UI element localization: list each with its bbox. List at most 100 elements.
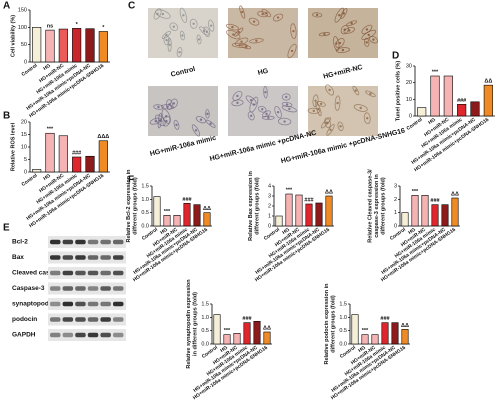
blot-band bbox=[113, 332, 124, 338]
bar bbox=[411, 195, 419, 227]
cell-shape bbox=[290, 23, 297, 40]
bar bbox=[381, 322, 389, 345]
nucleus bbox=[328, 88, 331, 92]
bar bbox=[32, 27, 42, 63]
bar bbox=[443, 75, 453, 117]
blot-band bbox=[100, 317, 111, 322]
nucleus bbox=[312, 109, 315, 113]
nucleus bbox=[319, 102, 323, 106]
significance-mark: ### bbox=[72, 150, 81, 156]
y-tick-label: 0.5 bbox=[339, 328, 347, 334]
y-tick-label: 0 bbox=[24, 59, 27, 65]
y-axis-label: Relative Bcl-2 expression in bbox=[126, 169, 132, 243]
nucleus bbox=[156, 12, 159, 16]
nucleus bbox=[261, 108, 264, 111]
nucleus bbox=[285, 103, 289, 106]
blot-band bbox=[87, 255, 99, 260]
blot-band bbox=[113, 239, 124, 245]
nucleus bbox=[342, 12, 346, 15]
cell-shape bbox=[249, 38, 264, 44]
significance-mark: *** bbox=[286, 187, 293, 193]
bar bbox=[243, 322, 251, 345]
blot-band bbox=[62, 317, 74, 322]
nucleus bbox=[255, 39, 258, 43]
y-tick-label: 0.5 bbox=[201, 328, 209, 334]
cell-shape bbox=[195, 116, 207, 124]
cell-shape bbox=[325, 84, 334, 96]
cell-shape bbox=[335, 47, 351, 53]
blot-band bbox=[62, 332, 74, 338]
significance-mark: ΔΔ bbox=[401, 323, 409, 329]
significance-mark: *** bbox=[362, 328, 369, 334]
y-axis-label: different groups (fold) bbox=[254, 177, 260, 235]
blot-label: GAPDH bbox=[12, 332, 36, 339]
x-tick-label: HG bbox=[357, 345, 367, 354]
bar bbox=[295, 194, 303, 227]
bar bbox=[401, 329, 409, 345]
nucleus bbox=[178, 50, 181, 54]
nucleus bbox=[231, 25, 234, 29]
nucleus bbox=[232, 33, 235, 36]
bar bbox=[325, 195, 333, 227]
blot-band bbox=[87, 286, 99, 291]
bar bbox=[183, 203, 191, 227]
blot-strip bbox=[48, 267, 126, 279]
y-axis-label: different groups (fold) bbox=[380, 177, 386, 235]
blot-label: Bax bbox=[12, 254, 24, 261]
y-tick-label: 0.0 bbox=[339, 341, 347, 347]
y-tick-label: 3 bbox=[268, 193, 271, 199]
bar bbox=[371, 334, 379, 345]
y-tick-label: 2 bbox=[268, 203, 271, 209]
cell-shape bbox=[191, 124, 201, 137]
cell-shape bbox=[261, 8, 272, 18]
cell-shape bbox=[232, 91, 243, 101]
bar bbox=[451, 197, 459, 227]
nucleus bbox=[181, 34, 184, 37]
nucleus bbox=[165, 39, 168, 42]
y-axis-label: different groups (fold) bbox=[132, 177, 138, 235]
blot-label: Caspase-3 bbox=[12, 285, 45, 292]
blot-band bbox=[113, 317, 124, 322]
cell-shape bbox=[239, 5, 246, 19]
nucleus bbox=[168, 103, 171, 106]
y-tick-label: 0 bbox=[268, 223, 271, 229]
cell-shape bbox=[241, 44, 252, 50]
cell-shape bbox=[261, 115, 275, 120]
blot-band bbox=[62, 239, 74, 245]
bar bbox=[421, 195, 429, 227]
blot-band bbox=[87, 270, 99, 276]
micrograph bbox=[148, 86, 218, 136]
y-tick-label: 0 bbox=[24, 169, 27, 175]
bar bbox=[275, 215, 283, 227]
image-label: HG+miR-106a mimic bbox=[149, 135, 217, 158]
significance-mark: * bbox=[102, 25, 105, 31]
bar bbox=[431, 204, 439, 227]
bar bbox=[441, 204, 449, 227]
cell-shape bbox=[155, 114, 166, 127]
blot-band bbox=[113, 255, 124, 260]
nucleus bbox=[159, 119, 162, 122]
panel-label: D bbox=[392, 51, 399, 62]
cell-shape bbox=[320, 117, 332, 129]
significance-mark: ΔΔ bbox=[325, 189, 333, 195]
nucleus bbox=[264, 91, 267, 94]
bar bbox=[351, 314, 359, 345]
blot-band bbox=[87, 317, 99, 322]
bar bbox=[193, 204, 201, 227]
nucleus bbox=[241, 10, 244, 14]
cell-shape bbox=[179, 7, 188, 23]
panel-label: B bbox=[3, 111, 10, 122]
nucleus bbox=[157, 105, 160, 109]
cell-shape bbox=[277, 117, 292, 126]
significance-mark: ΔΔ bbox=[484, 79, 492, 85]
blot-band bbox=[100, 286, 111, 291]
y-tick-label: 15 bbox=[21, 132, 27, 138]
cell-shape bbox=[173, 119, 180, 130]
cell-shape bbox=[257, 11, 269, 18]
bar bbox=[213, 314, 221, 345]
bar bbox=[263, 331, 271, 345]
cell-shape bbox=[281, 101, 293, 107]
blot-band bbox=[113, 286, 124, 291]
significance-mark: ΔΔ bbox=[451, 191, 459, 197]
blot-band bbox=[100, 255, 111, 260]
